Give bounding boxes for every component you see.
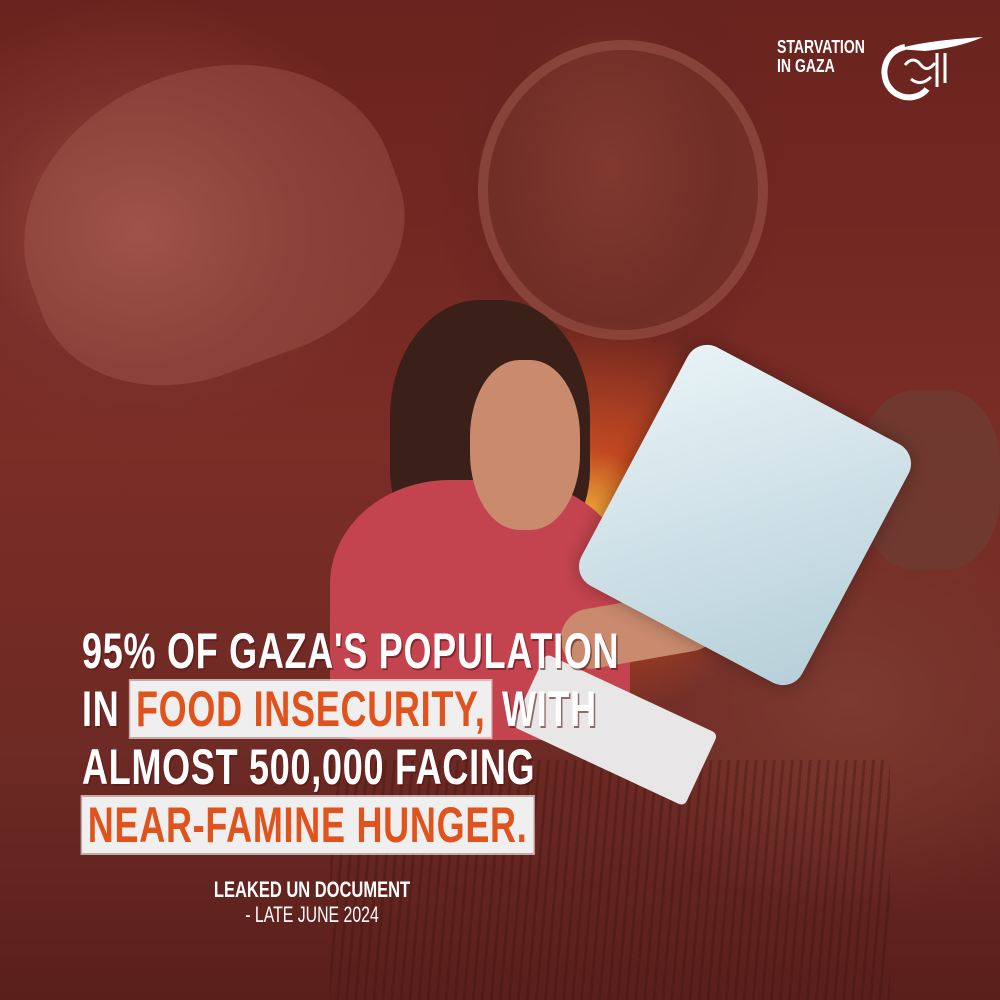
source-date: - LATE JUNE 2024	[245, 902, 379, 927]
al-mayadeen-logo-icon	[881, 37, 983, 101]
series-title-line1: STARVATION	[777, 37, 865, 57]
highlight-food-insecurity: FOOD INSECURITY,	[130, 681, 492, 737]
headline-line-4: NEAR-FAMINE HUNGER.	[82, 796, 534, 854]
headline-line-2: IN FOOD INSECURITY, WITH	[82, 680, 596, 738]
background-bowl	[0, 14, 440, 426]
girl-face	[470, 360, 580, 530]
source-credit: LEAKED UN DOCUMENT - LATE JUNE 2024	[0, 878, 624, 928]
source-name: LEAKED UN DOCUMENT	[213, 877, 411, 902]
headline-line-3: ALMOST 500,000 FACING	[82, 739, 536, 795]
background-pot	[478, 40, 768, 340]
headline: 95% OF GAZA'S POPULATION IN FOOD INSECUR…	[0, 622, 620, 854]
headline-text: IN	[82, 681, 131, 737]
headline-line-1: 95% OF GAZA'S POPULATION	[82, 623, 620, 679]
series-title: STARVATION IN GAZA	[777, 38, 865, 76]
series-title-line2: IN GAZA	[777, 56, 835, 76]
highlight-near-famine: NEAR-FAMINE HUNGER.	[82, 797, 534, 853]
headline-text: WITH	[491, 681, 597, 737]
